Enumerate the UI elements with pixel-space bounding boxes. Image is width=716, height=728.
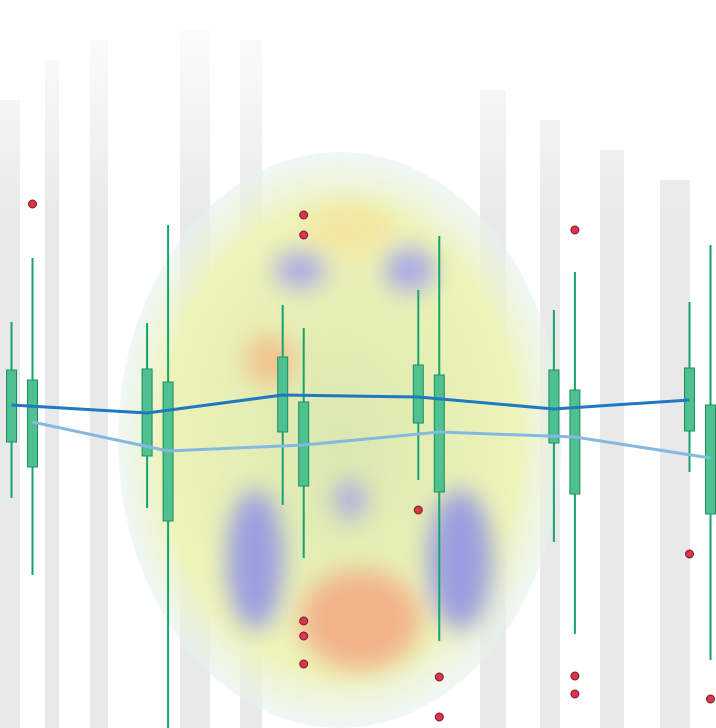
outlier (300, 231, 308, 239)
box (549, 370, 559, 443)
outlier (686, 550, 694, 558)
outlier (435, 673, 443, 681)
outlier (571, 690, 579, 698)
chart (0, 0, 716, 728)
outlier (300, 660, 308, 668)
outlier (571, 672, 579, 680)
outlier (300, 617, 308, 625)
outlier (300, 632, 308, 640)
outlier (300, 211, 308, 219)
outlier (414, 506, 422, 514)
outlier (29, 200, 37, 208)
box (413, 365, 423, 423)
page: (() => { const data = JSON.parse(documen… (0, 0, 716, 728)
background (0, 0, 716, 728)
box (706, 405, 716, 514)
outlier (571, 226, 579, 234)
outlier (707, 695, 715, 703)
box (570, 390, 580, 494)
outlier (435, 713, 443, 721)
